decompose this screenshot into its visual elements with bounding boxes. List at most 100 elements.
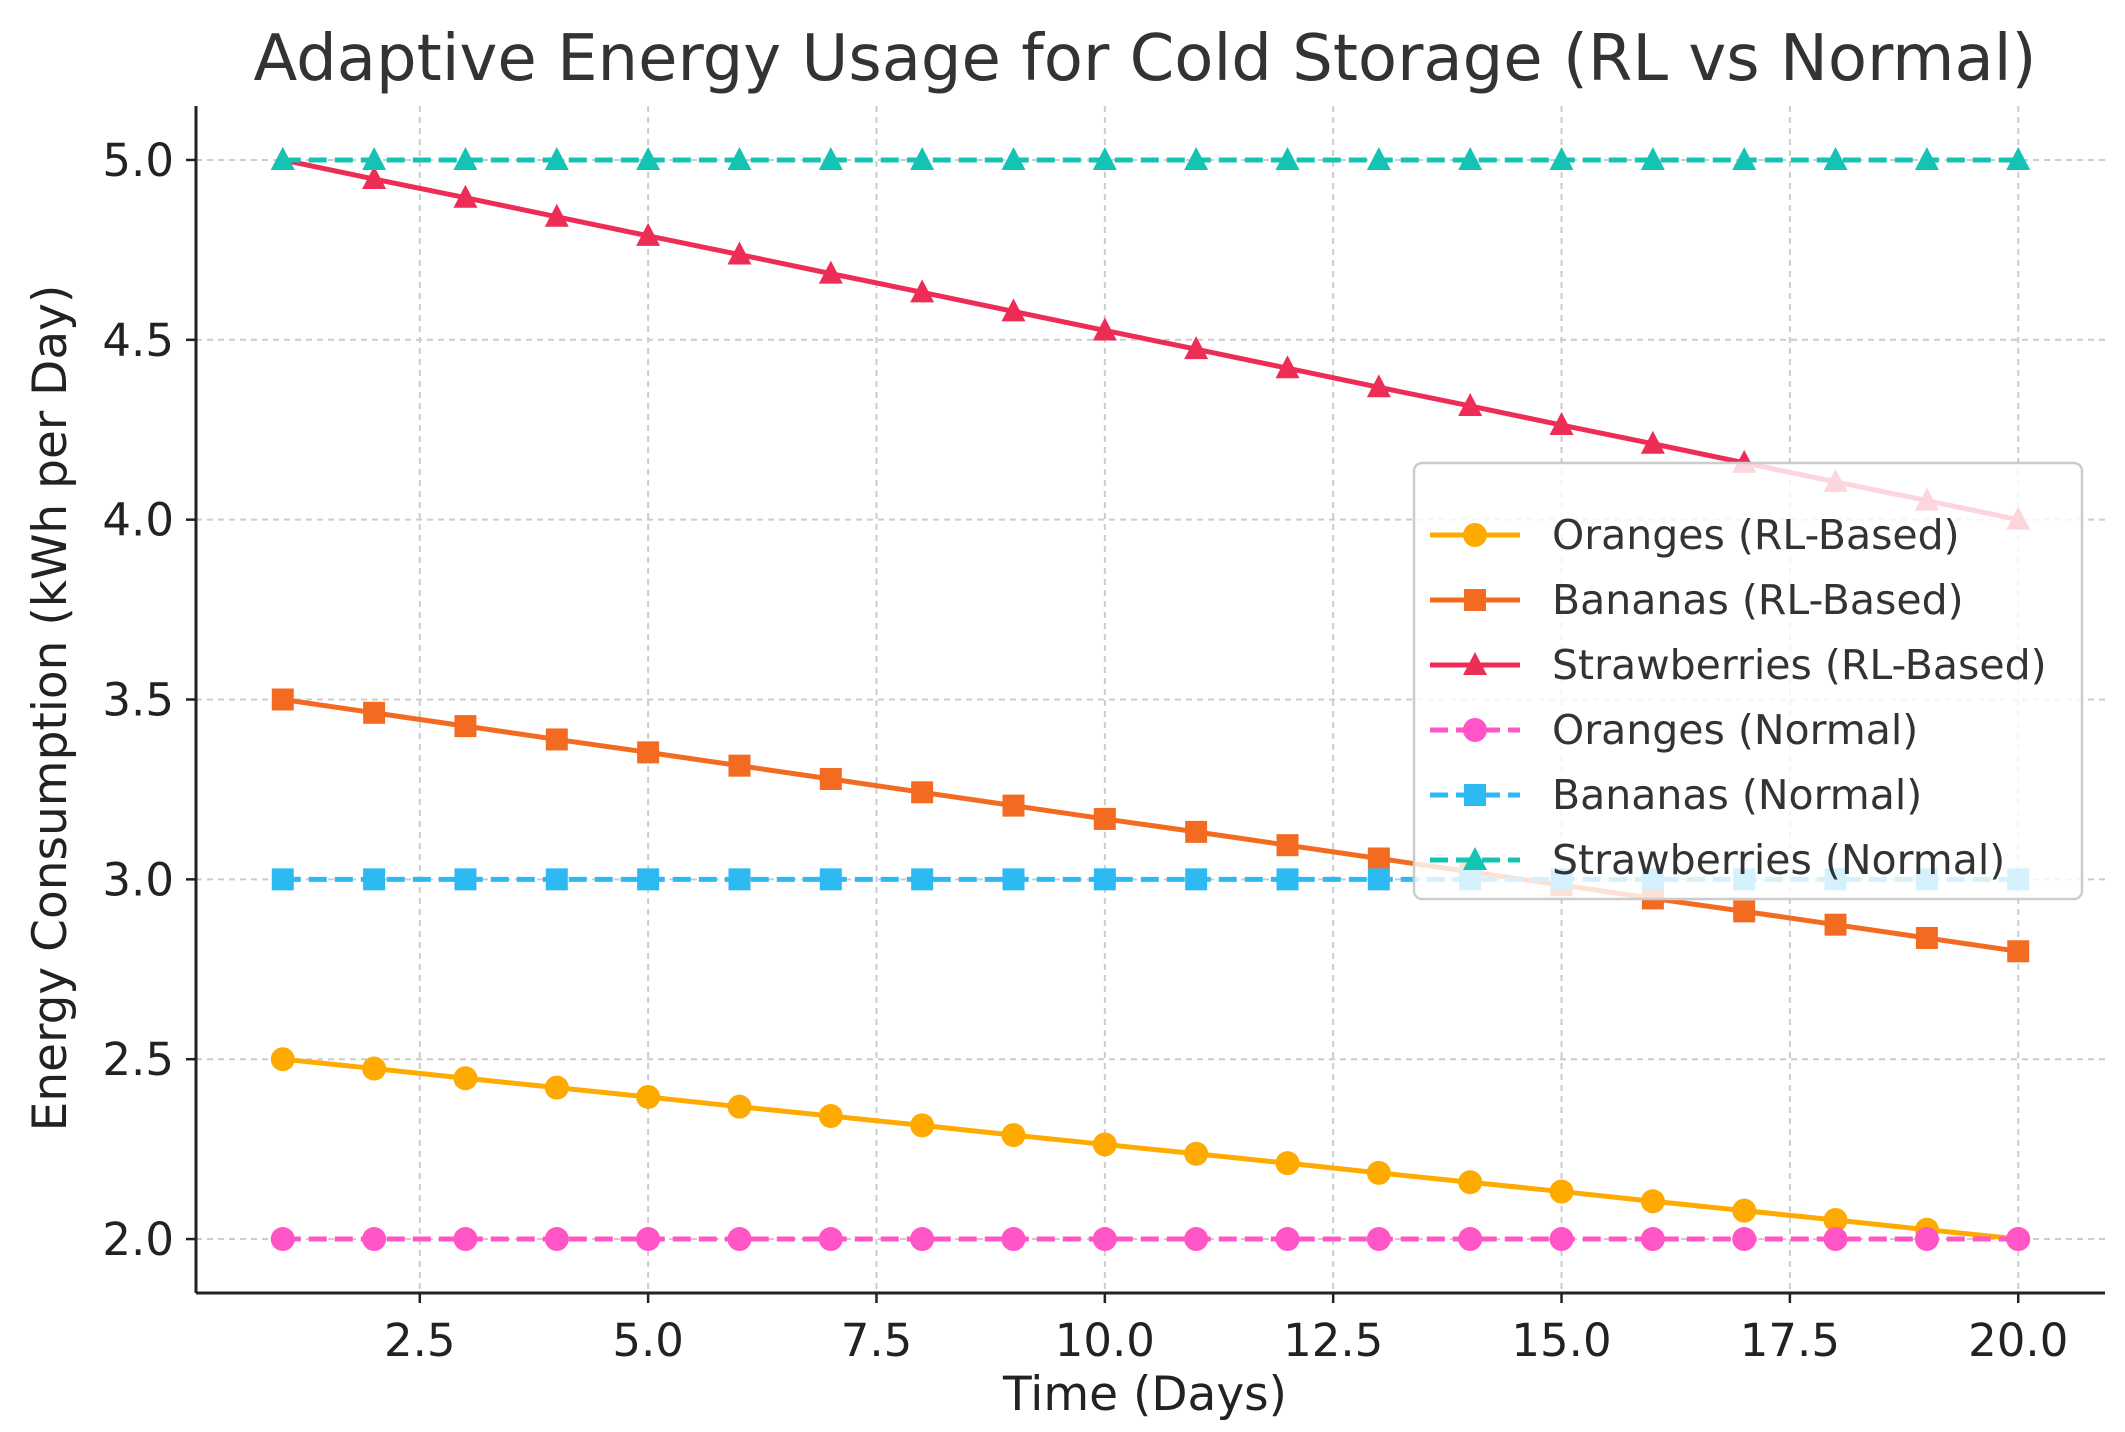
data-point [2006,146,2031,170]
data-point [362,1227,387,1252]
legend-item: Strawberries (RL-Based) [1430,641,2047,689]
data-point [544,1227,569,1252]
data-point [1092,317,1117,341]
data-point [270,146,295,170]
data-point [818,1104,843,1129]
y-tick-label: 3.0 [102,853,174,906]
x-tick-label: 20.0 [1968,1314,2068,1367]
data-point [1549,1179,1574,1204]
data-point [1823,1207,1848,1232]
legend-box [1412,461,2084,901]
x-tick-label: 7.5 [841,1314,913,1367]
data-point [2007,940,2030,963]
legend-item: Bananas (RL-Based) [1430,576,1964,624]
data-point [271,688,294,711]
ticks: 2.5 5.0 7.5 10.0 12.5 15.0 17.5 20.0 2.0 2.5 3.0 3.… [102,134,2068,1367]
data-point [1184,1227,1209,1252]
data-point [819,767,842,790]
data-point [1732,1198,1757,1223]
chart-title: Adaptive Energy Usage for Cold Storage (… [254,22,2037,96]
data-point [2006,1227,2031,1252]
data-point [1093,868,1116,891]
data-point [1458,1227,1483,1252]
data-point [453,1066,478,1091]
data-point [1732,1227,1757,1252]
data-point [1458,146,1483,170]
legend-marker [1463,652,1487,675]
legend-marker [1463,847,1487,870]
legend-marker [1463,523,1487,547]
data-point [910,1227,935,1252]
data-point [727,1227,752,1252]
legend-label: Bananas (RL-Based) [1552,576,1964,624]
y-tick-label: 5.0 [102,134,174,187]
data-point [636,222,661,246]
series-oranges-rl-based [270,1047,2031,1252]
data-point [1366,1227,1391,1252]
x-tick-label: 12.5 [1283,1314,1383,1367]
data-point [1366,146,1391,170]
data-point [1824,913,1847,936]
data-point [911,781,934,804]
data-point [636,1227,661,1252]
data-point [1275,146,1300,170]
data-point [362,146,387,170]
data-point [910,1113,935,1138]
data-point [728,754,751,777]
legend-label: Bananas (Normal) [1552,771,1922,819]
data-point [1914,146,1939,170]
data-point [1001,1123,1026,1148]
data-point [1001,298,1026,322]
data-point [1092,146,1117,170]
data-point [1640,146,1665,170]
y-tick-label: 2.0 [102,1213,174,1266]
data-point [636,1084,661,1109]
data-point [362,1056,387,1081]
data-point [1275,355,1300,379]
data-point [453,1227,478,1252]
data-point [453,146,478,170]
series-oranges-normal [270,1227,2031,1252]
data-point [910,279,935,303]
series-line [282,157,2019,523]
data-point [1092,1132,1117,1157]
legend-item: Oranges (Normal) [1430,706,1918,754]
data-point [1732,146,1757,170]
data-point [1823,146,1848,170]
data-point [1914,1227,1939,1252]
data-point [1185,868,1208,891]
data-point [1001,146,1026,170]
data-point [454,868,477,891]
legend-item: Oranges (RL-Based) [1430,511,1960,559]
data-point [271,868,294,891]
data-point [1366,374,1391,398]
y-tick-label: 4.5 [102,314,174,367]
data-point [637,741,660,764]
data-point [819,868,842,891]
data-point [910,146,935,170]
data-point [1184,1141,1209,1166]
legend-label: Oranges (RL-Based) [1552,511,1960,559]
data-point [1640,1227,1665,1252]
x-tick-label: 17.5 [1740,1314,1840,1367]
data-point [1093,807,1116,830]
data-point [1640,1189,1665,1214]
data-point [362,166,387,190]
y-tick-label: 4.0 [102,494,174,547]
series-strawberries-normal [270,146,2031,170]
data-point [1823,1227,1848,1252]
data-point [1184,146,1209,170]
x-tick-label: 2.5 [384,1314,456,1367]
data-point [727,146,752,170]
legend-item: Bananas (Normal) [1430,771,1922,819]
legend-label: Strawberries (RL-Based) [1552,641,2047,689]
data-point [1002,794,1025,817]
data-point [727,1094,752,1119]
data-point [545,868,568,891]
data-point [727,241,752,265]
data-point [818,146,843,170]
legend-label: Oranges (Normal) [1552,706,1918,754]
data-point [454,715,477,738]
data-point [636,146,661,170]
